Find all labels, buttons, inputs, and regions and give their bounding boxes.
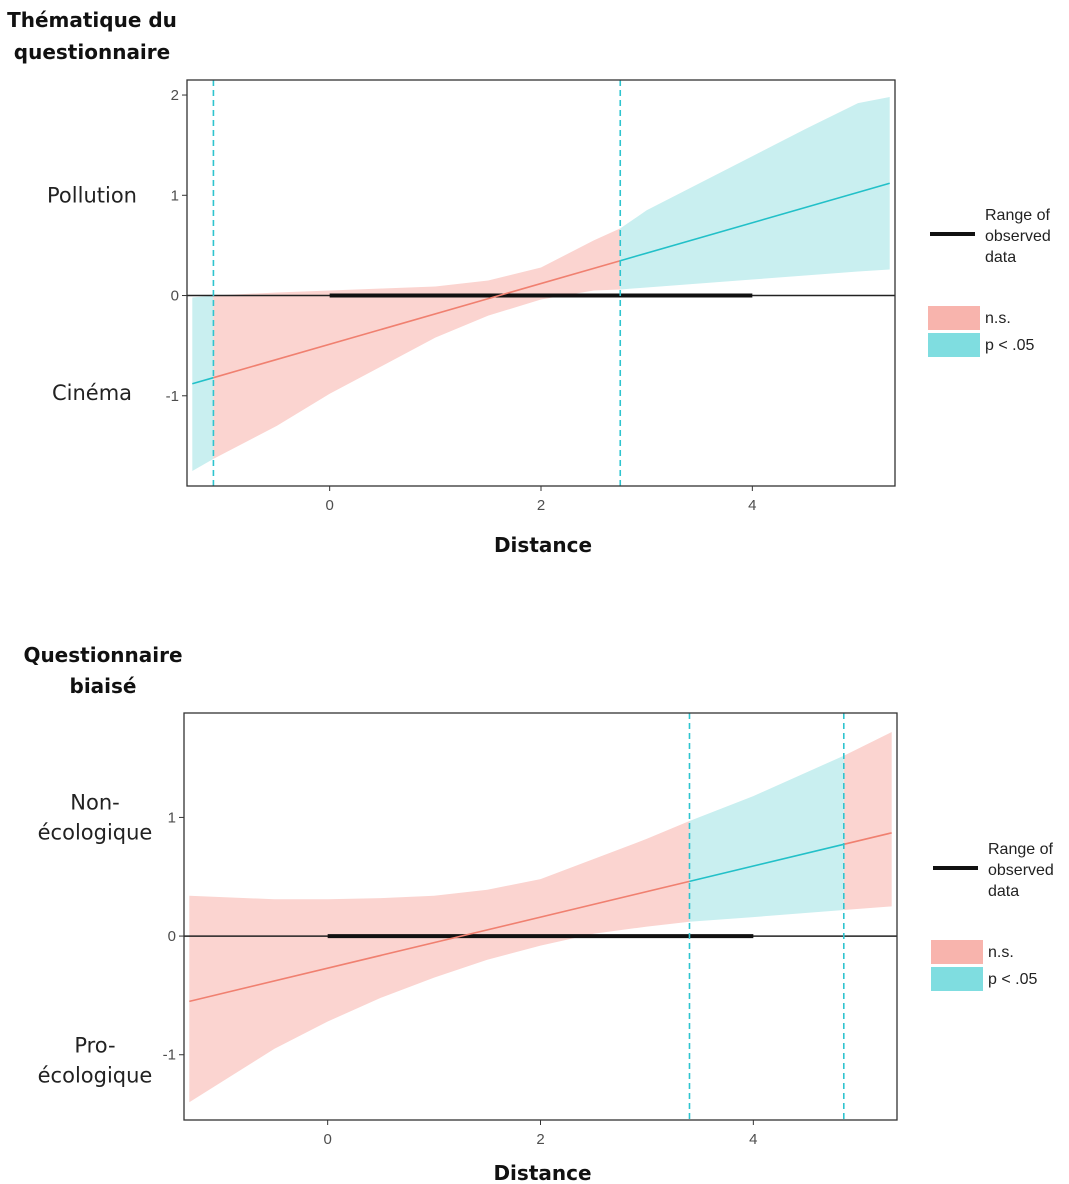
legend-swatch xyxy=(928,306,980,330)
y-category-label: Pro-écologique xyxy=(38,1034,153,1088)
legend-range-label-line: observed xyxy=(988,862,1054,879)
y-category-label-line: Pro- xyxy=(74,1034,115,1058)
slope-line-ns xyxy=(213,259,621,379)
legend-range-label-line: Range of xyxy=(988,841,1053,858)
chart-title-line: questionnaire xyxy=(14,40,170,64)
y-category-label-line: écologique xyxy=(38,820,153,844)
chart-title-line: biaisé xyxy=(70,674,137,698)
band-significant-region xyxy=(689,755,844,922)
legend-swatch xyxy=(931,967,983,991)
chart-panel-1: Thématique du questionnaire 0 2 4 -1 0 1 2 Distan… xyxy=(7,8,1051,557)
band-significant-region xyxy=(620,97,890,290)
y-category-label-line: Non- xyxy=(70,790,119,814)
legend-range-label-line: data xyxy=(988,883,1019,900)
y-category-label: Pollution xyxy=(47,183,137,207)
y-category-label-line: Cinéma xyxy=(52,381,132,405)
slope-line-ns xyxy=(189,880,690,1003)
y-category-label-line: Pollution xyxy=(47,183,137,207)
legend-swatch xyxy=(928,333,980,357)
y-tick-label: 1 xyxy=(168,809,176,826)
slope-line-significant xyxy=(192,376,214,385)
y-tick-label: 2 xyxy=(171,87,179,104)
chart-panel-2: Questionnaire biaisé 0 2 4 -1 0 1 Distance Non-éc… xyxy=(23,643,1053,1184)
chart-title-line: Thématique du xyxy=(7,8,177,32)
band-ns-region xyxy=(189,821,690,1103)
y-tick-label: -1 xyxy=(166,388,179,405)
band-ns-region xyxy=(843,732,892,910)
legend-swatch xyxy=(931,940,983,964)
chart-title-line: Questionnaire xyxy=(23,643,182,667)
x-tick-label: 4 xyxy=(749,1131,757,1148)
band-ns-region xyxy=(213,228,621,459)
y-tick-label: 0 xyxy=(171,288,179,305)
legend-range-label-line: observed xyxy=(985,228,1051,245)
x-tick-label: 4 xyxy=(748,497,756,514)
x-tick-label: 0 xyxy=(323,1131,331,1148)
x-axis-label: Distance xyxy=(493,1161,591,1184)
legend-item-label: n.s. xyxy=(988,944,1014,961)
x-tick-label: 2 xyxy=(536,1131,544,1148)
legend-range-label-line: data xyxy=(985,249,1016,266)
legend-range-label-line: Range of xyxy=(985,207,1050,224)
y-tick-label: 0 xyxy=(168,928,176,945)
slope-line-significant xyxy=(689,843,844,883)
legend-item-label: p < .05 xyxy=(988,971,1037,988)
legend: Range of observed data n.s. p < .05 xyxy=(931,841,1054,991)
y-category-label: Cinéma xyxy=(52,381,132,405)
y-category-label: Non-écologique xyxy=(38,790,153,844)
y-tick-label: -1 xyxy=(163,1047,176,1064)
x-tick-label: 2 xyxy=(537,497,545,514)
legend-item-label: n.s. xyxy=(985,310,1011,327)
band-significant-region xyxy=(192,295,214,471)
x-tick-label: 0 xyxy=(325,497,333,514)
chart-title: Thématique du questionnaire xyxy=(7,8,177,64)
legend: Range of observed data n.s. p < .05 xyxy=(928,207,1051,357)
y-category-label-line: écologique xyxy=(38,1064,153,1088)
slope-line-significant xyxy=(620,182,890,262)
legend-item-label: p < .05 xyxy=(985,337,1034,354)
chart-title: Questionnaire biaisé xyxy=(23,643,182,698)
y-tick-label: 1 xyxy=(171,187,179,204)
slope-line-ns xyxy=(843,832,892,846)
x-axis-label: Distance xyxy=(494,533,592,557)
